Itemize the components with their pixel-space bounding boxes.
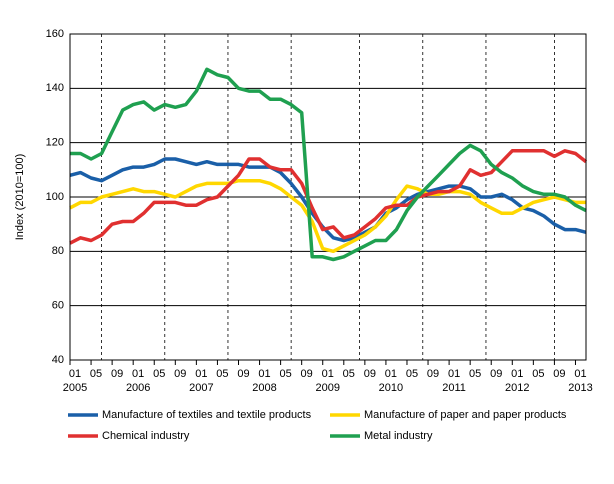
year-label: 2011	[442, 382, 466, 394]
y-axis-label: Index (2010=100)	[14, 154, 26, 241]
series-line	[70, 67, 587, 262]
series-line	[69, 157, 587, 243]
legend-label: Manufacture of textiles and textile prod…	[102, 409, 312, 421]
x-tick-label: 05	[153, 368, 165, 380]
y-tick-label: 100	[46, 191, 64, 203]
x-tick-label: 09	[237, 368, 249, 380]
x-tick-label: 01	[511, 368, 523, 380]
legend-label: Metal industry	[364, 430, 433, 442]
year-label: 2006	[126, 382, 150, 394]
x-tick-label: 09	[490, 368, 502, 380]
x-tick-label: 05	[469, 368, 481, 380]
legend-label: Chemical industry	[102, 430, 190, 442]
year-label: 2009	[315, 382, 339, 394]
x-tick-label: 09	[427, 368, 439, 380]
x-tick-label: 05	[216, 368, 228, 380]
y-tick-label: 80	[52, 245, 64, 257]
x-tick-label: 05	[406, 368, 418, 380]
x-tick-label: 09	[174, 368, 186, 380]
x-tick-label: 01	[195, 368, 207, 380]
year-label: 2008	[252, 382, 276, 394]
legend-label: Manufacture of paper and paper products	[364, 409, 567, 421]
plot-frame	[69, 33, 587, 361]
x-tick-label: 01	[448, 368, 460, 380]
year-label: 2007	[189, 382, 213, 394]
series-line	[69, 178, 586, 254]
y-tick-label: 140	[46, 82, 64, 94]
x-tick-label: 09	[111, 368, 123, 380]
x-tick-label: 05	[343, 368, 355, 380]
x-tick-label: 09	[301, 368, 313, 380]
year-label: 2012	[505, 382, 529, 394]
x-tick-label: 05	[279, 368, 291, 380]
x-tick-label: 05	[532, 368, 544, 380]
series-line	[69, 149, 588, 245]
x-tick-label: 09	[364, 368, 376, 380]
year-label: 2010	[379, 382, 403, 394]
y-tick-label: 120	[46, 137, 64, 149]
y-tick-label: 60	[52, 300, 64, 312]
x-tick-label: 01	[385, 368, 397, 380]
year-label: 2005	[63, 382, 87, 394]
year-label: 2013	[568, 382, 592, 394]
x-tick-label: 09	[553, 368, 565, 380]
x-tick-label: 01	[322, 368, 334, 380]
x-tick-label: 01	[132, 368, 144, 380]
y-tick-label: 40	[52, 354, 64, 366]
y-tick-label: 160	[46, 28, 64, 40]
x-tick-label: 05	[90, 368, 102, 380]
x-tick-label: 01	[258, 368, 270, 380]
x-tick-label: 01	[574, 368, 586, 380]
x-tick-label: 01	[69, 368, 81, 380]
